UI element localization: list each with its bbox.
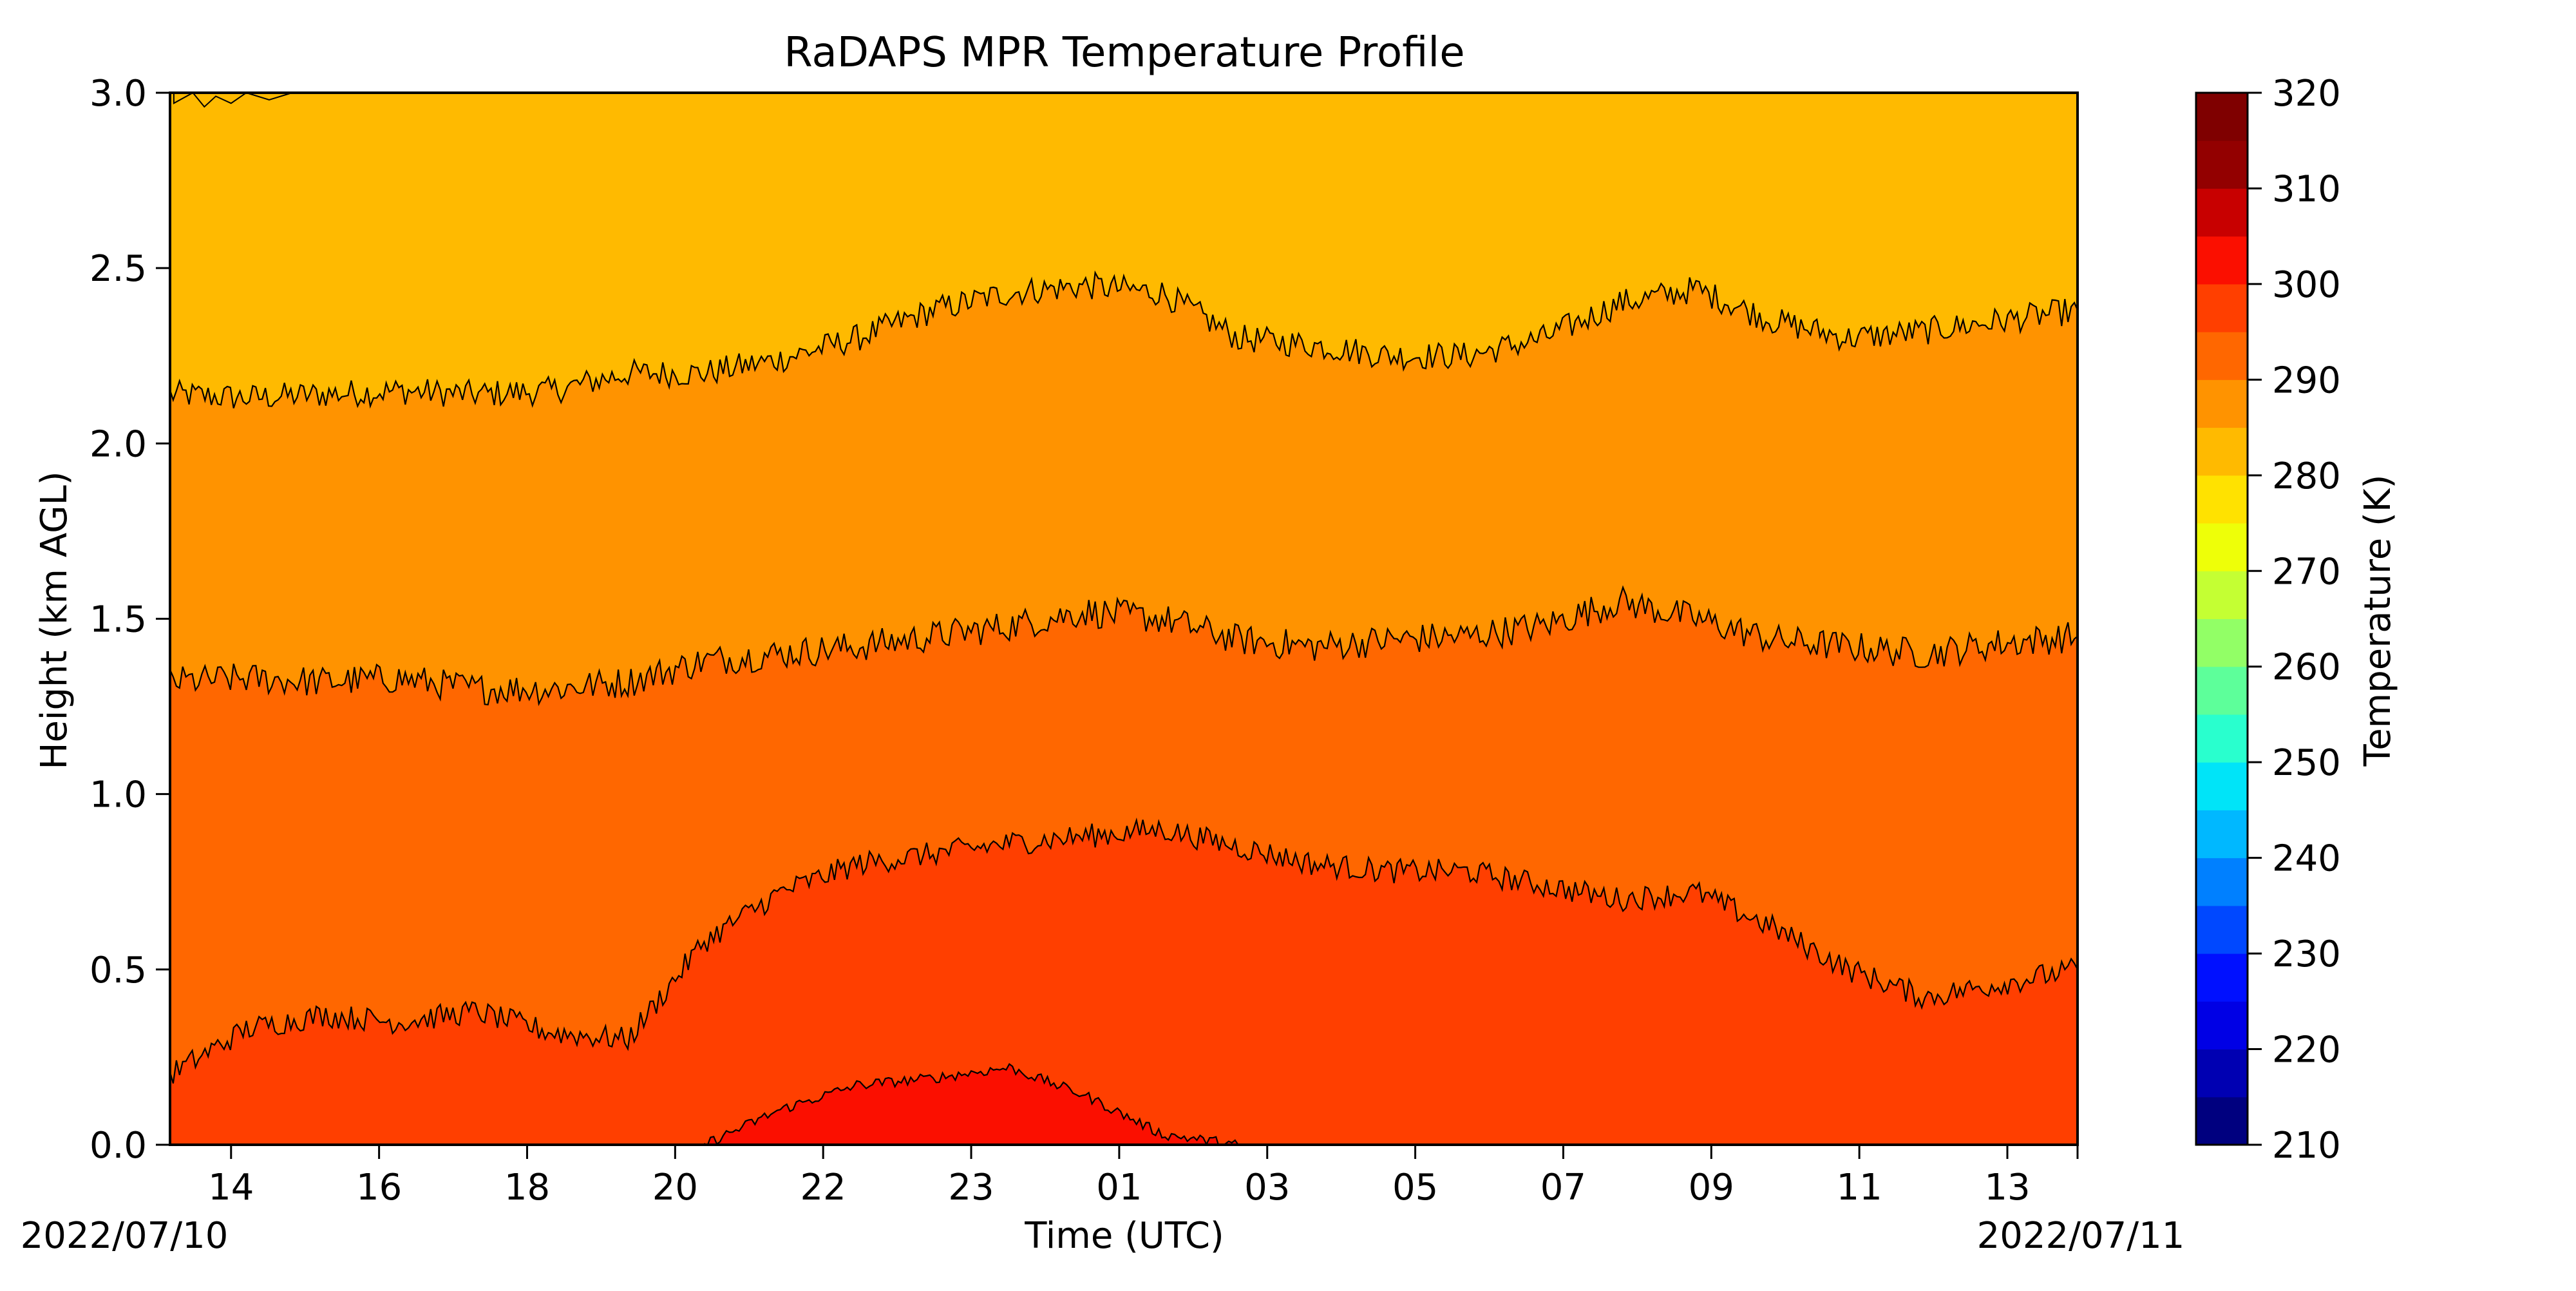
- colorbar-tick-label: 320: [2272, 73, 2341, 115]
- colorbar-frame: [2195, 91, 2249, 1146]
- colorbar-tick-label: 290: [2272, 359, 2341, 401]
- colorbar-segment: [2196, 714, 2248, 763]
- colorbar-tick-label: 220: [2272, 1029, 2341, 1071]
- band-300-305: [704, 1064, 1238, 1145]
- colorbar-segment: [2196, 523, 2248, 571]
- y-tick-label: 2.5: [90, 248, 147, 290]
- y-axis-label: Height (km AGL): [33, 471, 75, 769]
- x-tick-label: 20: [652, 1167, 698, 1209]
- colorbar-tick-label: 310: [2272, 168, 2341, 210]
- y-tick-label: 2.0: [90, 423, 147, 465]
- colorbar-segment: [2196, 1096, 2248, 1145]
- band-295-300: [170, 819, 2078, 1145]
- colorbar: 210 220 230 240 250 260 270 280 290 300 310 320: [2195, 73, 2341, 1167]
- colorbar-tick-label: 280: [2272, 455, 2341, 497]
- y-tick-label: 1.5: [90, 599, 147, 641]
- contour-line-285: [170, 270, 2078, 409]
- colorbar-segment: [2196, 857, 2248, 906]
- colorbar-tick-label: 270: [2272, 551, 2341, 593]
- colorbar-label: Temperature (K): [2357, 475, 2399, 767]
- colorbar-segment: [2196, 93, 2248, 141]
- colorbar-segment: [2196, 953, 2248, 1002]
- colorbar-segment: [2196, 810, 2248, 859]
- colorbar-segment: [2196, 379, 2248, 428]
- x-axis-start-date: 2022/07/10: [21, 1215, 229, 1257]
- colorbar-tick-label: 230: [2272, 933, 2341, 975]
- y-tick-label: 1.0: [90, 774, 147, 816]
- colorbar-segment: [2196, 236, 2248, 285]
- x-axis-label: Time (UTC): [1024, 1215, 1224, 1257]
- x-tick-label: 07: [1540, 1167, 1586, 1209]
- x-tick-label: 13: [1984, 1167, 2030, 1209]
- contour-line-295: [170, 818, 2078, 1084]
- x-tick-label: 16: [356, 1167, 402, 1209]
- colorbar-segment: [2196, 762, 2248, 810]
- colorbar-tick-label: 250: [2272, 742, 2341, 784]
- colorbar-segment: [2196, 571, 2248, 619]
- x-tick-label: 14: [208, 1167, 254, 1209]
- colorbar-tick-label: 240: [2272, 838, 2341, 880]
- colorbar-segment: [2196, 332, 2248, 380]
- colorbar-segment: [2196, 188, 2248, 237]
- colorbar-segment: [2196, 475, 2248, 524]
- x-tick-label: 01: [1096, 1167, 1142, 1209]
- colorbar-tick-label: 210: [2272, 1125, 2341, 1167]
- contour-fill-group: [170, 93, 2078, 1145]
- colorbar-tick-label: 300: [2272, 264, 2341, 306]
- x-axis-end-date: 2022/07/11: [1977, 1215, 2185, 1257]
- x-tick-label: 11: [1837, 1167, 1882, 1209]
- y-tick-label: 0.5: [90, 950, 147, 991]
- x-tick-label: 09: [1689, 1167, 1734, 1209]
- x-axis: 14 16 18 20 22 23 01 03 05 07 09 11 13: [208, 1145, 2079, 1209]
- contour-line-300: [703, 1063, 1239, 1145]
- y-tick-label: 0.0: [90, 1125, 147, 1167]
- colorbar-segment: [2196, 905, 2248, 954]
- colorbar-segment: [2196, 618, 2248, 667]
- colorbar-segment: [2196, 1049, 2248, 1098]
- x-tick-label: 22: [800, 1167, 846, 1209]
- x-tick-label: 03: [1244, 1167, 1290, 1209]
- colorbar-segment: [2196, 1001, 2248, 1050]
- colorbar-segment: [2196, 140, 2248, 189]
- contour-line-290: [170, 585, 2078, 707]
- colorbar-segment: [2196, 666, 2248, 715]
- x-tick-label: 23: [948, 1167, 994, 1209]
- y-axis: 0.0 0.5 1.0 1.5 2.0 2.5 3.0: [90, 73, 170, 1167]
- x-tick-label: 18: [504, 1167, 550, 1209]
- y-tick-label: 3.0: [90, 73, 147, 115]
- colorbar-tick-label: 260: [2272, 647, 2341, 689]
- chart-title: RaDAPS MPR Temperature Profile: [784, 29, 1464, 77]
- colorbar-segment: [2196, 427, 2248, 476]
- colorbar-segment: [2196, 283, 2248, 332]
- plot-area: [169, 91, 2079, 1146]
- contour-280-patch: [173, 93, 292, 108]
- x-tick-label: 05: [1392, 1167, 1438, 1209]
